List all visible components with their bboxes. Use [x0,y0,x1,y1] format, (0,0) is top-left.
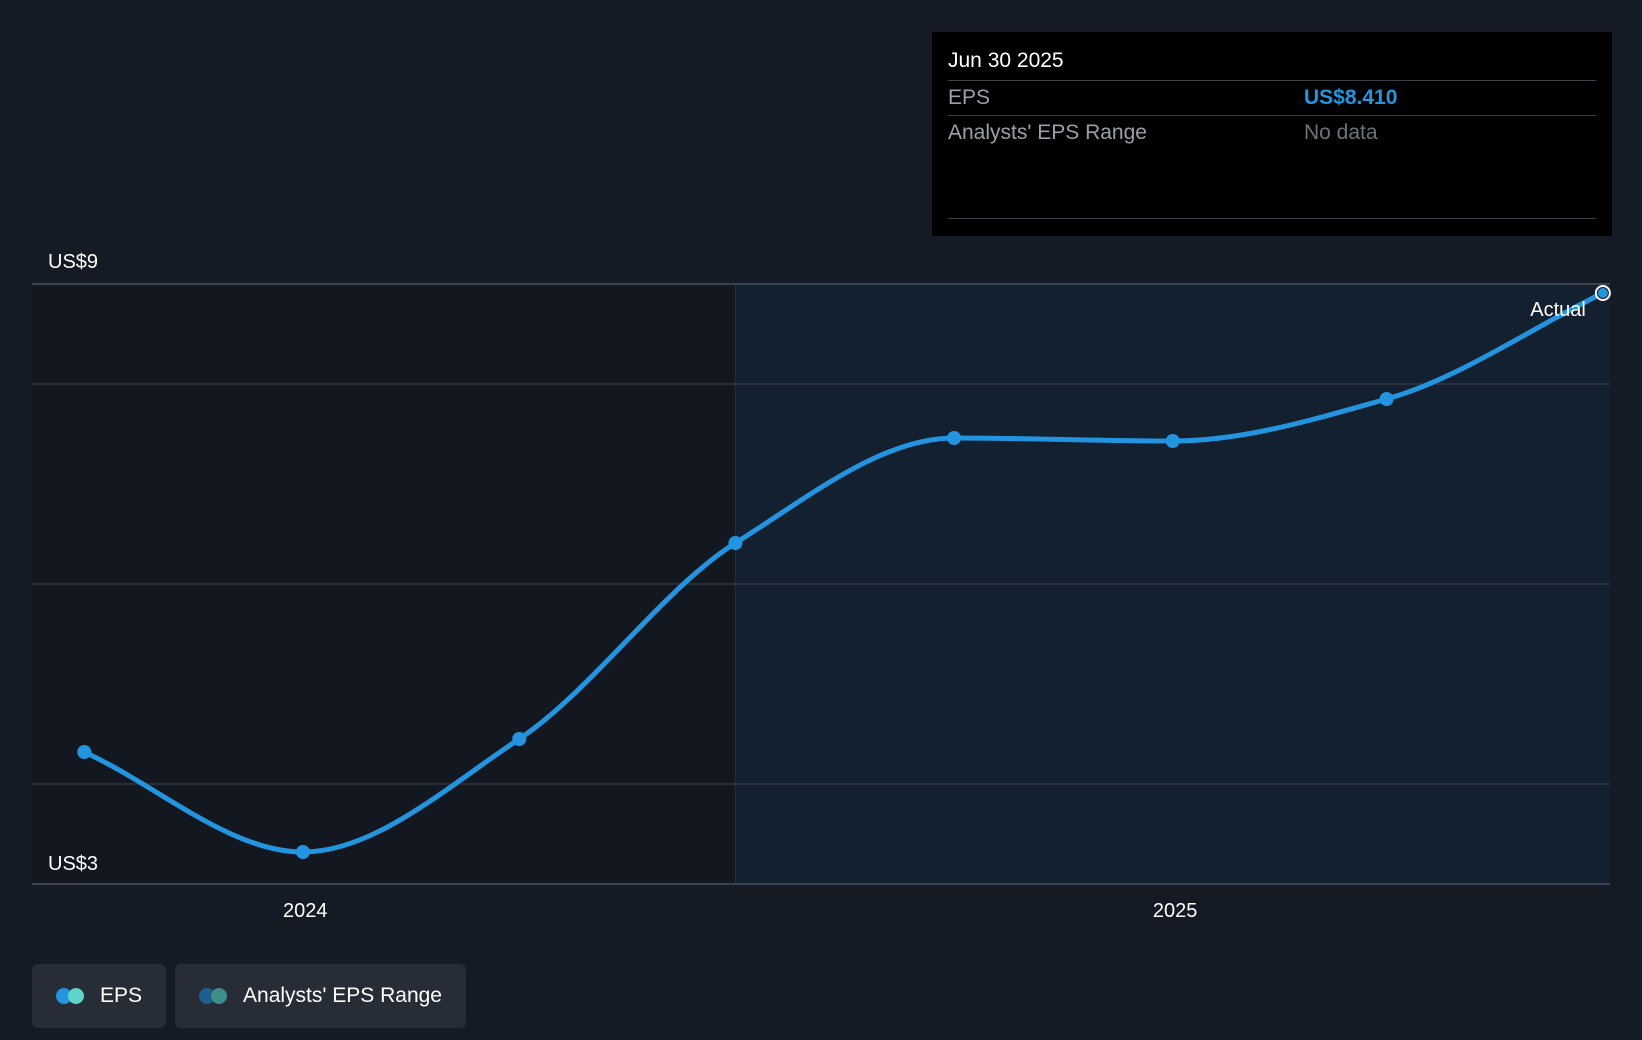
eps-data-point[interactable] [947,431,962,445]
legend-item-analysts-range[interactable]: Analysts' EPS Range [175,964,466,1028]
eps-data-point-highlight [1597,288,1608,298]
y-axis-labels: US$9 US$3 [48,251,98,875]
y-tick-label: US$9 [48,251,98,273]
tooltip-eps-value: US$8.410 [1304,86,1398,109]
legend-eps-label: EPS [100,984,143,1007]
legend-eps-swatch-icon [56,988,86,1004]
eps-data-point[interactable] [512,732,527,746]
eps-line-chart: US$9 US$3 2024 2025 Actual [32,251,1611,922]
eps-data-points [77,285,1611,859]
hover-tooltip: Jun 30 2025 EPS US$8.410 Analysts' EPS R… [932,32,1612,236]
eps-data-point[interactable] [295,845,310,859]
actual-annotation: Actual [1530,299,1586,321]
tooltip-date: Jun 30 2025 [948,46,1596,81]
tooltip-row-range: Analysts' EPS Range No data [948,116,1596,150]
x-tick-label: 2024 [283,900,328,922]
tooltip-eps-label: EPS [948,86,991,109]
legend-range-swatch-icon [199,988,229,1004]
gridlines [32,283,1610,785]
eps-series-line [81,290,1606,855]
tooltip-range-label: Analysts' EPS Range [948,121,1147,144]
eps-data-point[interactable] [728,536,743,550]
legend-range-label: Analysts' EPS Range [243,984,442,1007]
legend-item-eps[interactable]: EPS [32,964,167,1028]
tooltip-divider [948,218,1596,219]
y-tick-label: US$3 [48,853,98,875]
chart-legend: EPS Analysts' EPS Range [32,964,466,1028]
x-tick-label: 2025 [1153,900,1198,922]
tooltip-row-eps: EPS US$8.410 [948,81,1596,116]
eps-data-point[interactable] [77,745,92,759]
x-axis-labels: 2024 2025 [283,900,1197,922]
eps-data-point[interactable] [1379,392,1394,406]
eps-data-point[interactable] [1165,434,1180,448]
tooltip-range-value: No data [1304,121,1378,144]
